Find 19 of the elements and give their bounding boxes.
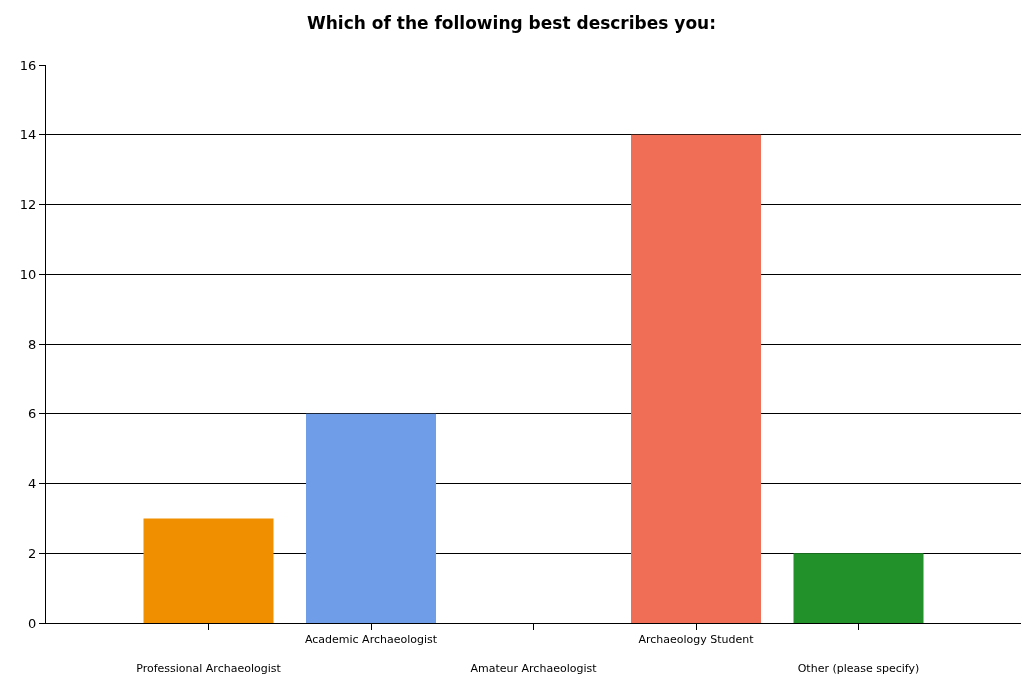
bar — [793, 553, 924, 623]
y-tick-label: 6 — [28, 406, 37, 422]
y-tick-label: 2 — [28, 545, 37, 561]
y-tick-label: 0 — [28, 615, 37, 631]
chart-title: Which of the following best describes you: — [307, 13, 716, 34]
y-tick-label: 10 — [19, 266, 37, 282]
bar — [143, 518, 274, 623]
x-tick-label: Professional Archaeologist — [136, 661, 282, 675]
y-tick-label: 8 — [28, 336, 37, 352]
bar — [631, 134, 761, 623]
y-tick-label: 14 — [19, 127, 37, 143]
x-tick-label: Academic Archaeologist — [304, 633, 438, 647]
x-tick-label: Other (please specify) — [797, 661, 920, 675]
x-tick-label: Archaeology Student — [638, 633, 755, 647]
bar — [306, 413, 436, 623]
y-tick-label: 16 — [19, 57, 37, 73]
y-tick-label: 12 — [19, 197, 37, 213]
x-tick-label: Amateur Archaeologist — [470, 661, 598, 675]
y-tick-label: 4 — [28, 476, 37, 492]
